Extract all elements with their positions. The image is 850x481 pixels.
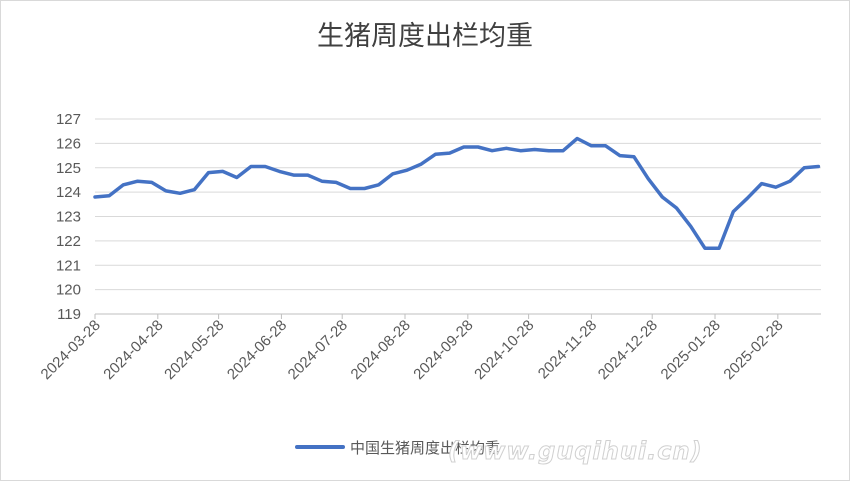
data-point: [108, 194, 111, 197]
data-point: [788, 180, 792, 183]
x-tick-label: 2024-04-28: [100, 317, 166, 383]
data-point: [93, 195, 97, 199]
data-point: [604, 144, 607, 147]
y-tick-label: 120: [56, 282, 81, 299]
data-point: [420, 162, 423, 166]
data-point: [803, 166, 806, 169]
data-point: [576, 137, 579, 140]
data-point: [490, 149, 494, 152]
data-point: [590, 144, 593, 147]
data-point: [136, 180, 139, 183]
data-point: [405, 169, 409, 172]
data-point: [164, 189, 168, 193]
data-point: [675, 206, 678, 210]
data-point: [434, 153, 437, 156]
data-point: [462, 145, 465, 149]
data-point: [717, 247, 721, 250]
x-tick-label: 2024-08-28: [348, 317, 414, 383]
series-layer: [93, 136, 821, 250]
data-point: [732, 210, 735, 213]
x-tick-label: 2024-07-28: [285, 317, 351, 383]
x-tick-label: 2024-11-28: [535, 317, 600, 382]
data-point: [249, 165, 253, 168]
data-point: [632, 155, 636, 158]
x-tick-label: 2024-09-28: [410, 317, 476, 383]
data-point: [746, 197, 749, 200]
data-point: [533, 148, 536, 151]
data-point: [334, 181, 338, 184]
data-point: [774, 186, 777, 189]
data-point: [193, 188, 196, 191]
data-point: [547, 149, 551, 152]
y-tick-label: 125: [56, 160, 81, 177]
data-point: [561, 149, 565, 152]
data-point: [505, 147, 508, 150]
watermark-text: (www.guqihui.cn): [448, 437, 703, 465]
x-tick-label: 2024-03-28: [38, 317, 104, 383]
data-point: [235, 176, 238, 179]
x-tick-label: 2025-01-28: [658, 317, 724, 383]
y-tick-label: 122: [56, 233, 81, 250]
x-tick-label: 2025-02-28: [720, 317, 786, 383]
data-point: [703, 247, 707, 250]
y-tick-label: 127: [56, 111, 81, 128]
data-point: [519, 149, 522, 152]
data-point: [760, 182, 763, 185]
data-point: [264, 165, 267, 168]
legend-label: 中国生猪周度出栏均重: [350, 439, 500, 457]
data-point: [661, 195, 664, 199]
data-point: [207, 171, 210, 174]
data-point: [178, 192, 182, 195]
legend: 中国生猪周度出栏均重: [295, 439, 500, 457]
x-tick-label: 2024-10-28: [471, 317, 537, 383]
y-tick-label: 121: [56, 257, 81, 274]
y-tick-label: 123: [56, 209, 81, 226]
data-point: [349, 187, 352, 190]
x-tick-label: 2024-06-28: [224, 317, 290, 383]
data-point: [221, 170, 224, 173]
data-point: [618, 154, 621, 157]
data-point: [292, 173, 295, 177]
data-point: [817, 165, 820, 168]
data-point: [377, 183, 380, 186]
data-point: [320, 180, 324, 183]
data-point: [122, 183, 125, 186]
data-point: [689, 225, 692, 228]
data-point: [306, 173, 309, 177]
data-point: [278, 170, 281, 173]
y-tick-label: 126: [56, 135, 81, 152]
series-line: [93, 136, 821, 250]
data-point: [391, 172, 395, 175]
data-point: [150, 181, 153, 184]
data-point: [363, 187, 366, 190]
x-axis-ticks: 2024-03-282024-04-282024-05-282024-06-28…: [38, 314, 787, 383]
data-point: [448, 151, 451, 155]
x-tick-label: 2024-12-28: [595, 317, 661, 383]
data-point: [476, 145, 480, 149]
data-point: [647, 177, 650, 180]
chart-title: 生猪周度出栏均重: [317, 21, 533, 52]
y-tick-label: 119: [57, 306, 81, 323]
y-axis-ticks: 119 120 121 122 123 124 125 126 127: [56, 111, 81, 323]
y-tick-label: 124: [56, 184, 81, 201]
x-tick-label: 2024-05-28: [161, 317, 227, 383]
